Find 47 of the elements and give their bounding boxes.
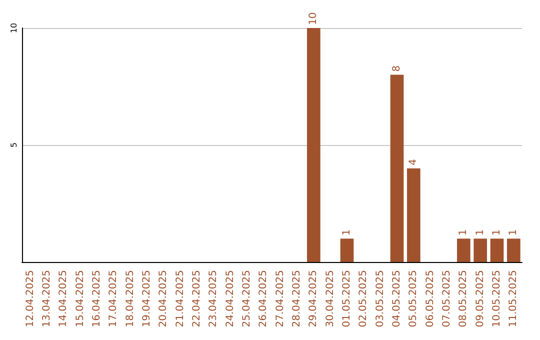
- x-tick-label: 18.04.2025: [124, 270, 136, 328]
- bar: [474, 238, 487, 262]
- x-tick-label: 28.04.2025: [292, 270, 302, 328]
- x-tick-label: 29.04.2025: [308, 270, 320, 328]
- x-tick-label: 14.04.2025: [58, 270, 70, 328]
- data-label: 1: [342, 229, 352, 236]
- bar: [407, 168, 420, 262]
- x-tick-label: 10.05.2025: [492, 270, 502, 328]
- data-label: 1: [474, 229, 486, 236]
- data-label: 1: [492, 229, 502, 236]
- data-label: 10: [308, 12, 320, 25]
- x-tick-label: 11.05.2025: [508, 270, 520, 328]
- x-tick-label: 08.05.2025: [458, 270, 470, 328]
- x-tick-label: 30.04.2025: [324, 270, 336, 328]
- x-tick-label: 15.04.2025: [74, 270, 86, 328]
- x-tick-label: 12.04.2025: [24, 270, 36, 328]
- x-tick-label: 13.04.2025: [42, 270, 52, 328]
- bar: [307, 28, 320, 262]
- x-tick-label: 02.05.2025: [358, 270, 370, 328]
- x-tick-label: 21.04.2025: [174, 270, 186, 328]
- data-label: 4: [408, 159, 420, 166]
- x-tick-label: 26.04.2025: [258, 270, 270, 328]
- bar: [340, 238, 354, 262]
- x-tick-label: 24.04.2025: [224, 270, 236, 328]
- bar: [457, 238, 470, 262]
- x-tick-label: 01.05.2025: [342, 270, 352, 328]
- x-tick-label: 19.04.2025: [142, 270, 152, 328]
- x-tick-label: 23.04.2025: [208, 270, 220, 328]
- x-tick-label: 16.04.2025: [92, 270, 102, 328]
- data-label: 1: [508, 229, 520, 236]
- data-label: 8: [392, 65, 402, 72]
- x-tick-label: 17.04.2025: [108, 270, 120, 328]
- x-tick-label: 05.05.2025: [408, 270, 420, 328]
- x-tick-label: 20.04.2025: [158, 270, 170, 328]
- x-tick-label: 09.05.2025: [474, 270, 486, 328]
- x-tick-label: 03.05.2025: [374, 270, 386, 328]
- x-tick-label: 07.05.2025: [442, 270, 452, 328]
- bar: [490, 238, 504, 262]
- bar: [390, 74, 404, 262]
- x-tick-label: 25.04.2025: [242, 270, 252, 328]
- x-tick-label: 04.05.2025: [392, 270, 402, 328]
- x-tick-label: 27.04.2025: [274, 270, 286, 328]
- bar: [507, 238, 520, 262]
- data-label: 1: [458, 229, 470, 236]
- x-tick-label: 06.05.2025: [424, 270, 436, 328]
- y-tick-label: 5: [10, 142, 18, 148]
- x-tick-label: 22.04.2025: [192, 270, 202, 328]
